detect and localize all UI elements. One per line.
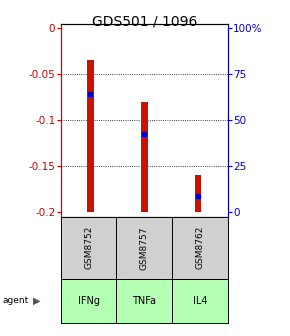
Text: TNFa: TNFa — [132, 296, 156, 306]
Text: agent: agent — [3, 296, 29, 305]
Text: ▶: ▶ — [33, 296, 41, 306]
Bar — [87, 60, 94, 212]
Text: GSM8757: GSM8757 — [140, 226, 149, 269]
Text: GSM8752: GSM8752 — [84, 226, 93, 269]
Text: GSM8762: GSM8762 — [195, 226, 204, 269]
Text: IL4: IL4 — [193, 296, 207, 306]
Bar — [195, 175, 201, 212]
Text: IFNg: IFNg — [78, 296, 100, 306]
Text: GDS501 / 1096: GDS501 / 1096 — [92, 14, 198, 28]
Bar — [141, 102, 148, 212]
